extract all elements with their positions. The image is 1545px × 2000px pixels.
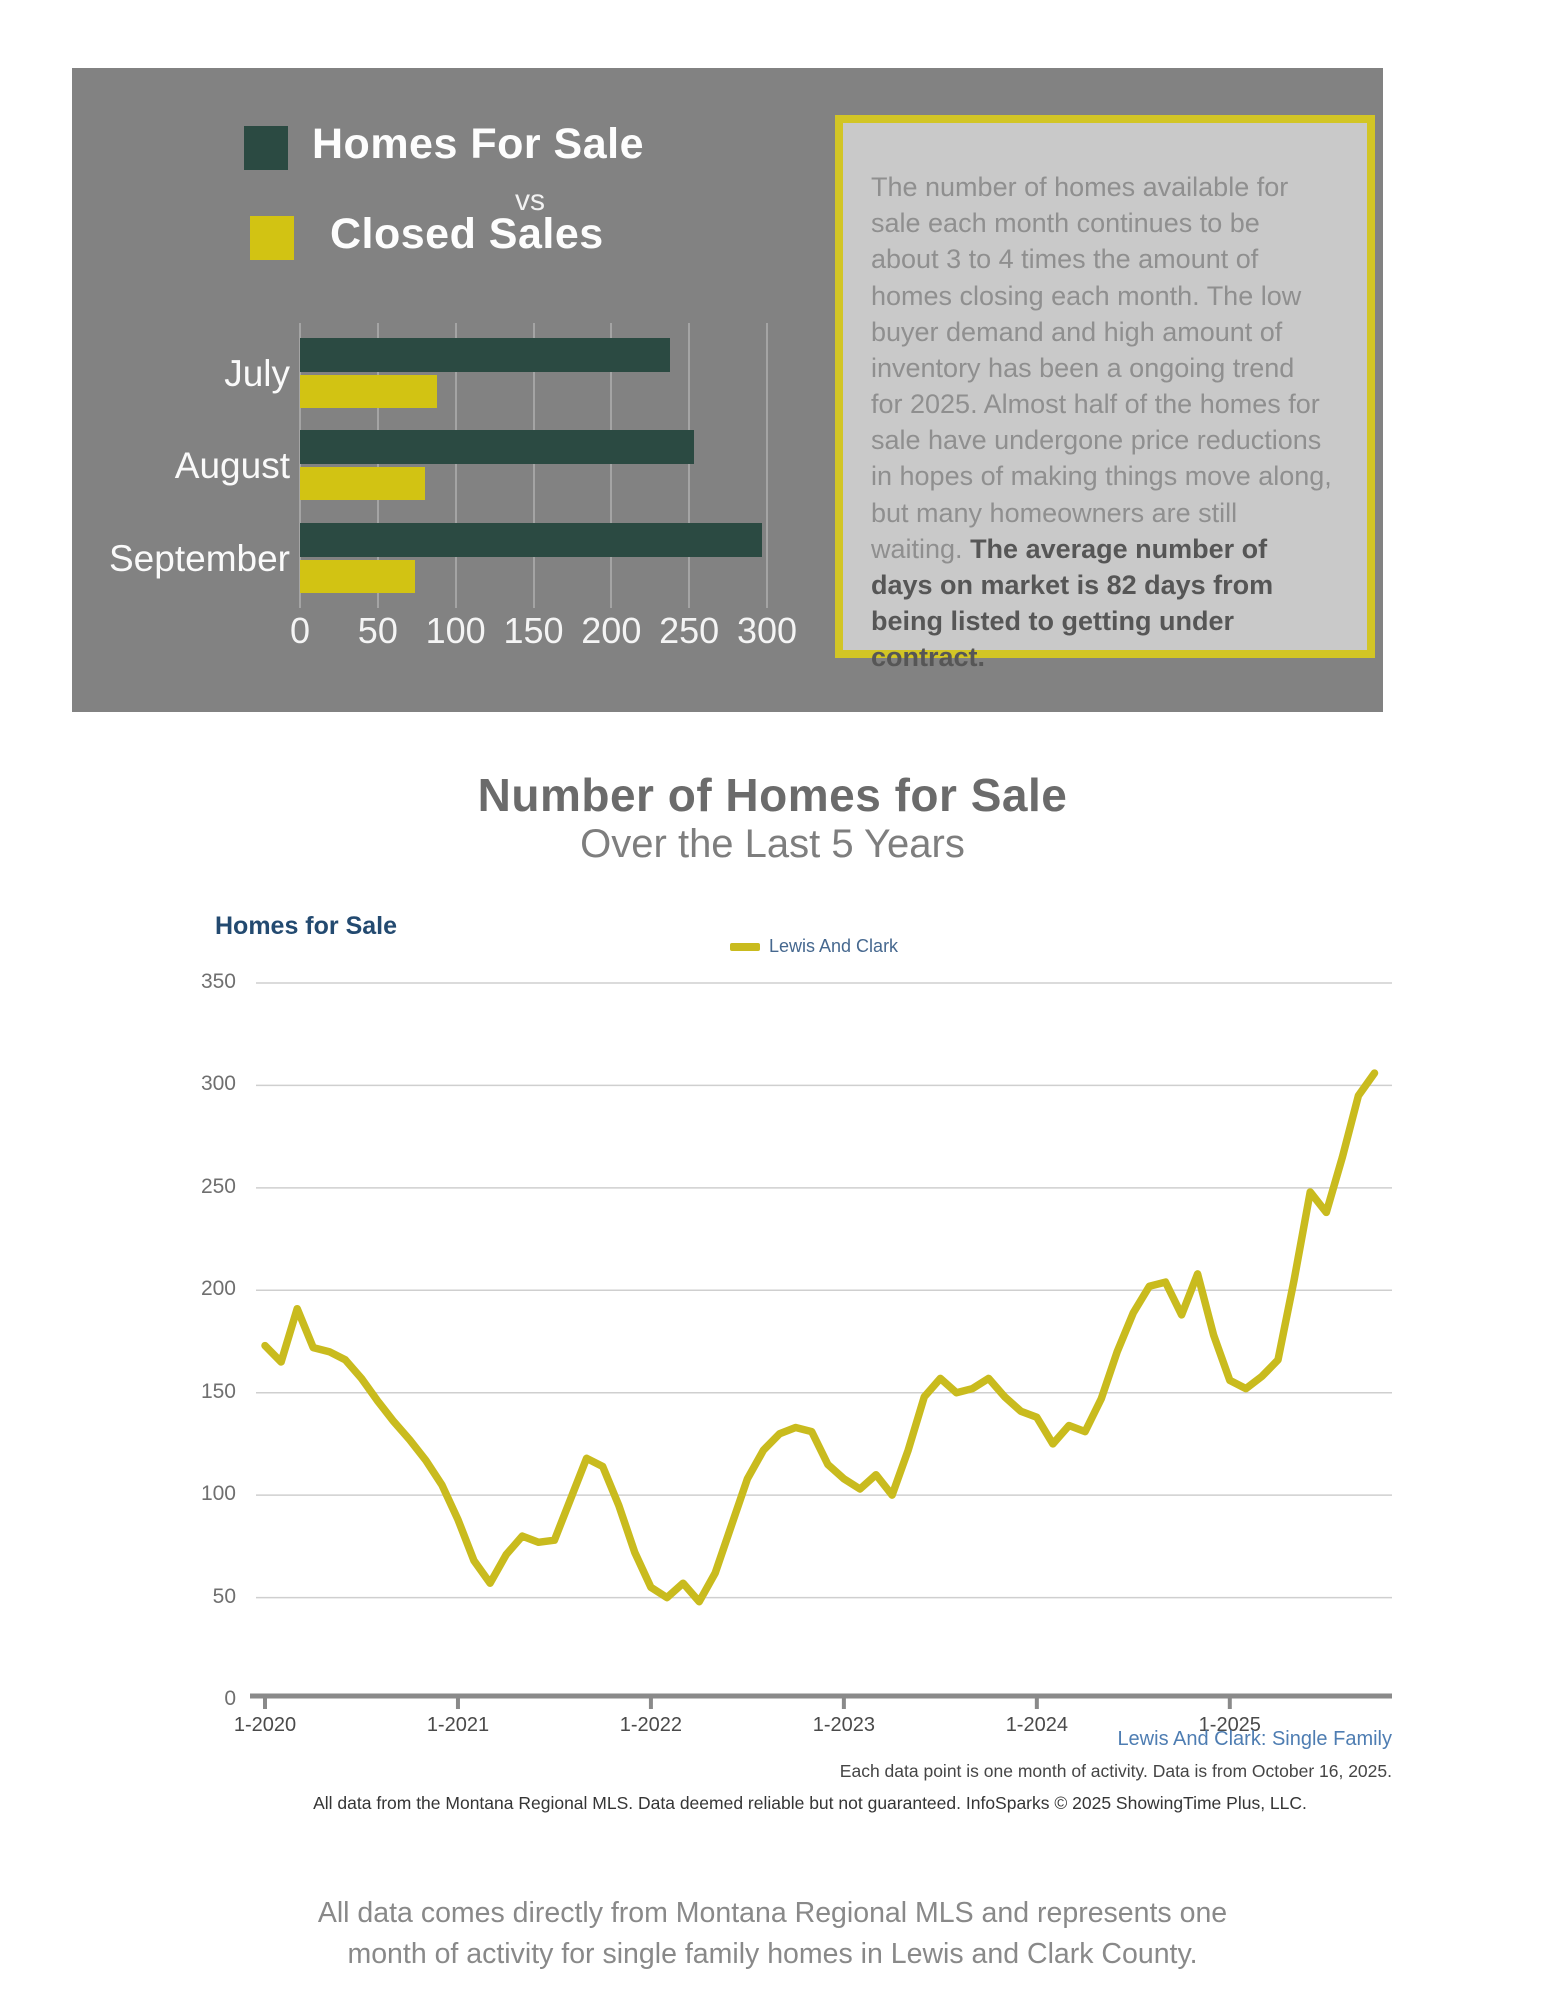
legend-homes-for-sale-label: Homes For Sale	[312, 120, 644, 168]
lewis-and-clark-line-swatch-icon	[730, 942, 760, 951]
bar-gridline	[299, 323, 301, 608]
y-axis-tick-label: 250	[200, 1174, 236, 1198]
bar-axis-tick-label: 150	[503, 610, 564, 651]
x-axis-tick-label: 1-2023	[812, 1714, 876, 1736]
closed-sales-swatch-icon	[250, 216, 294, 260]
bar-gridline	[454, 323, 457, 608]
bottom-note-line2: month of activity for single family home…	[347, 1938, 1198, 1971]
bar-gridline	[532, 323, 535, 608]
bar-closed-sales	[300, 375, 437, 408]
series-source-label: Lewis And Clark: Single Family	[1117, 1728, 1392, 1750]
market-note-bold: The average number of days on market is …	[871, 533, 1274, 673]
legend-vs-label: vs	[515, 184, 545, 217]
bar-gridline	[610, 323, 613, 608]
bar-closed-sales	[300, 560, 416, 593]
bar-axis-tick-label: 100	[425, 610, 486, 651]
bar-category-label: August	[174, 445, 290, 486]
market-summary-panel: Homes For Sale vs Closed Sales July Augus…	[72, 68, 1383, 712]
bar-homes-for-sale	[300, 338, 671, 372]
x-axis-tick-label: 1-2022	[619, 1714, 683, 1736]
lewis-and-clark-legend-label: Lewis And Clark	[769, 936, 899, 956]
y-axis-tick-label: 350	[200, 970, 236, 993]
x-axis-tick-label: 1-2025	[1198, 1714, 1261, 1736]
mls-disclaimer: All data from the Montana Regional MLS. …	[313, 1793, 1307, 1813]
line-chart-title: Homes for Sale	[215, 912, 398, 940]
market-note-text: The number of homes available for sale e…	[871, 169, 1333, 675]
bar-axis-tick-label: 300	[736, 610, 798, 651]
bar-homes-for-sale	[300, 523, 763, 557]
y-axis-tick-label: 0	[224, 1687, 236, 1710]
bar-category-label: July	[224, 353, 290, 394]
bar-gridline	[688, 323, 691, 608]
line-chart-legend: Lewis And Clark	[730, 936, 898, 957]
bar-gridline	[766, 323, 768, 608]
x-axis-tick-label: 1-2020	[233, 1714, 297, 1736]
bar-chart: July August September 0 50 100 150 200 250 300	[72, 68, 1383, 712]
bar-gridline	[376, 323, 379, 608]
y-axis-tick-label: 100	[200, 1482, 236, 1506]
bar-axis-tick-label: 250	[659, 610, 720, 651]
lewis-and-clark-series-line	[261, 1069, 1379, 1606]
market-note-regular: The number of homes available for sale e…	[871, 172, 1332, 564]
bar-homes-for-sale	[300, 430, 694, 464]
y-axis-tick-label: 50	[212, 1584, 236, 1608]
x-axis-tick-label: 1-2021	[426, 1714, 490, 1736]
bar-axis-tick-label: 50	[357, 610, 398, 651]
bar-closed-sales	[300, 467, 425, 500]
bottom-note-line1: All data comes directly from Montana Reg…	[317, 1897, 1228, 1929]
data-date-note: Each data point is one month of activity…	[839, 1761, 1392, 1781]
y-axis-tick-label: 300	[200, 1072, 236, 1096]
bar-category-label: September	[109, 538, 290, 579]
section-title: Number of Homes for Sale	[477, 769, 1068, 821]
homes-for-sale-swatch-icon	[244, 126, 288, 170]
section-subtitle: Over the Last 5 Years	[580, 822, 965, 866]
y-axis-tick-label: 150	[200, 1379, 236, 1403]
legend-closed-sales-label: Closed Sales	[330, 210, 604, 258]
bar-axis-tick-label: 0	[289, 610, 311, 651]
x-axis-tick-label: 1-2024	[1005, 1714, 1068, 1736]
bar-axis-tick-label: 200	[581, 610, 642, 651]
market-note-box: The number of homes available for sale e…	[835, 115, 1375, 672]
bottom-note: All data comes directly from Montana Reg…	[0, 1893, 1545, 1976]
y-axis-tick-label: 200	[200, 1277, 236, 1301]
